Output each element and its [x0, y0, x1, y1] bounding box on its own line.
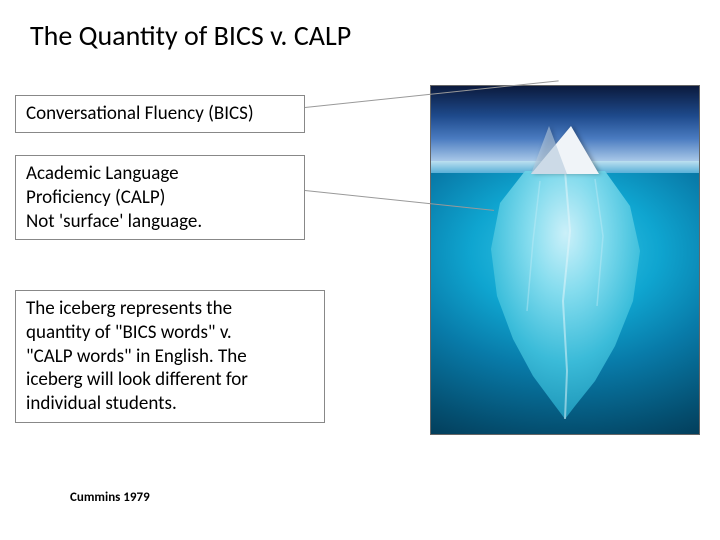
- explain-line-2: quantity of "BICS words" v.: [26, 321, 232, 344]
- explain-line-3: "CALP words" in English. The: [26, 345, 247, 368]
- explain-line-1: The iceberg represents the: [26, 297, 232, 320]
- calp-line-2: Proficiency (CALP): [26, 186, 165, 209]
- explain-line-5: individual students.: [26, 392, 177, 415]
- citation-text: Cummins 1979: [70, 490, 150, 505]
- iceberg-underwater-icon: [465, 171, 665, 421]
- explanation-box: The iceberg represents the quantity of "…: [15, 290, 325, 423]
- calp-line-1: Academic Language: [26, 162, 179, 185]
- calp-box: Academic Language Proficiency (CALP) Not…: [15, 155, 305, 240]
- calp-line-3: Not 'surface' language.: [26, 210, 202, 233]
- bics-text: Conversational Fluency (BICS): [26, 102, 254, 125]
- slide-title: The Quantity of BICS v. CALP: [30, 18, 351, 53]
- iceberg-tip-icon: [531, 126, 599, 174]
- iceberg-illustration: [430, 85, 700, 435]
- explain-line-4: iceberg will look different for: [26, 368, 248, 391]
- bics-box: Conversational Fluency (BICS): [15, 95, 305, 133]
